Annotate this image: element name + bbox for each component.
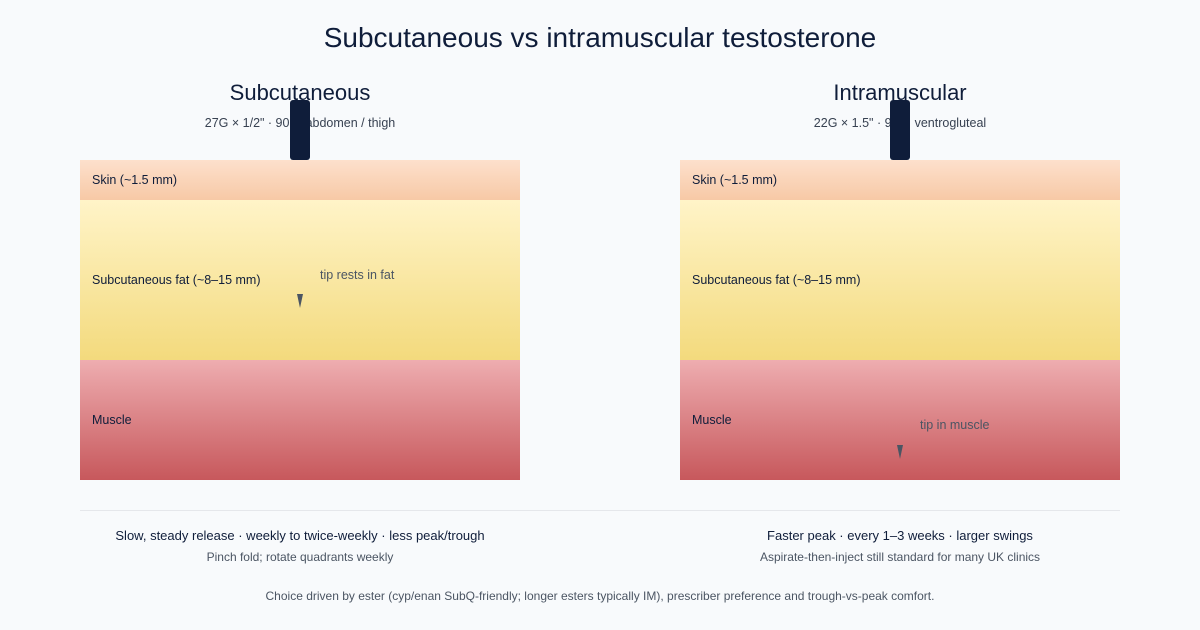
intramuscular-summary-main: Faster peak · every 1–3 weeks · larger s… <box>767 528 1033 543</box>
intramuscular-summary-sub: Aspirate-then-inject still standard for … <box>759 550 1041 564</box>
needle-tip-icon <box>897 445 903 459</box>
muscle-label: Muscle <box>92 413 132 427</box>
fat-label: Subcutaneous fat (~8–15 mm) <box>92 273 261 287</box>
intramuscular-summary: Faster peak · every 1–3 weeks · larger s… <box>680 528 1120 564</box>
fat-layer: Subcutaneous fat (~8–15 mm) <box>80 200 520 360</box>
subcutaneous-summary-main: Slow, steady release · weekly to twice-w… <box>115 528 485 543</box>
skin-label: Skin (~1.5 mm) <box>92 173 178 187</box>
footnote: Choice driven by ester (cyp/enan SubQ-fr… <box>265 589 935 603</box>
subcutaneous-summary-sub: Pinch fold; rotate quadrants weekly <box>206 550 394 564</box>
syringe-hub-icon <box>290 100 310 160</box>
page-title: Subcutaneous vs intramuscular testostero… <box>323 22 877 53</box>
subcutaneous-diagram: Skin (~1.5 mm) Subcutaneous fat (~8–15 m… <box>80 160 520 480</box>
fat-layer: Subcutaneous fat (~8–15 mm) <box>680 200 1120 360</box>
skin-layer: Skin (~1.5 mm) <box>680 160 1120 200</box>
tip-note: tip rests in fat <box>320 268 395 282</box>
muscle-label: Muscle <box>692 413 732 427</box>
fat-label: Subcutaneous fat (~8–15 mm) <box>692 273 861 287</box>
intramuscular-diagram: Skin (~1.5 mm) Subcutaneous fat (~8–15 m… <box>680 160 1120 480</box>
syringe-hub-icon <box>890 100 910 160</box>
tip-note: tip in muscle <box>920 418 990 432</box>
skin-label: Skin (~1.5 mm) <box>692 173 778 187</box>
subcutaneous-summary: Slow, steady release · weekly to twice-w… <box>80 528 520 564</box>
muscle-layer: Muscle <box>680 360 1120 480</box>
needle-tip-icon <box>297 294 303 308</box>
skin-layer: Skin (~1.5 mm) <box>80 160 520 200</box>
muscle-layer: Muscle <box>80 360 520 480</box>
divider <box>80 510 1120 511</box>
